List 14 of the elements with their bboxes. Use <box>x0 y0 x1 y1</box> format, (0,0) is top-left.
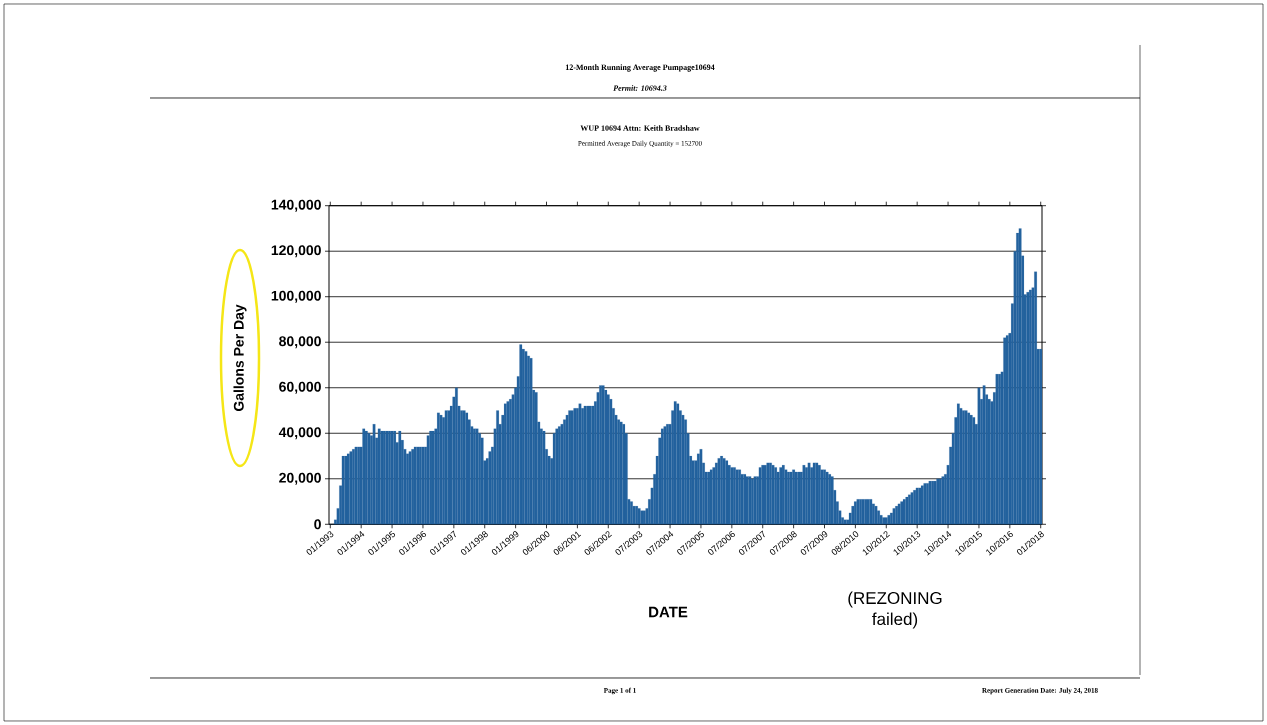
y-tick-label: 100,000 <box>271 290 321 303</box>
y-tick-label: 120,000 <box>271 245 321 258</box>
y-tick-label: 80,000 <box>279 336 321 349</box>
y-tick-label: 60,000 <box>279 381 321 394</box>
y-tick-label: 0 <box>314 519 321 530</box>
y-tick-label: 140,000 <box>271 199 321 212</box>
y-tick-label: 20,000 <box>279 472 321 485</box>
text: WUP 10694 Attn: Keith Bradshaw <box>580 125 700 131</box>
chart-subtitle: Permit: 10694.3 <box>613 85 667 91</box>
text: (REZONING failed) <box>848 591 942 629</box>
chart-title: 12-Month Running Average Pumpage10694 <box>565 64 715 72</box>
y-axis-title: Gallons Per Day <box>233 304 247 412</box>
x-axis-title: DATE <box>649 606 688 618</box>
y-tick-label: 40,000 <box>278 427 321 440</box>
